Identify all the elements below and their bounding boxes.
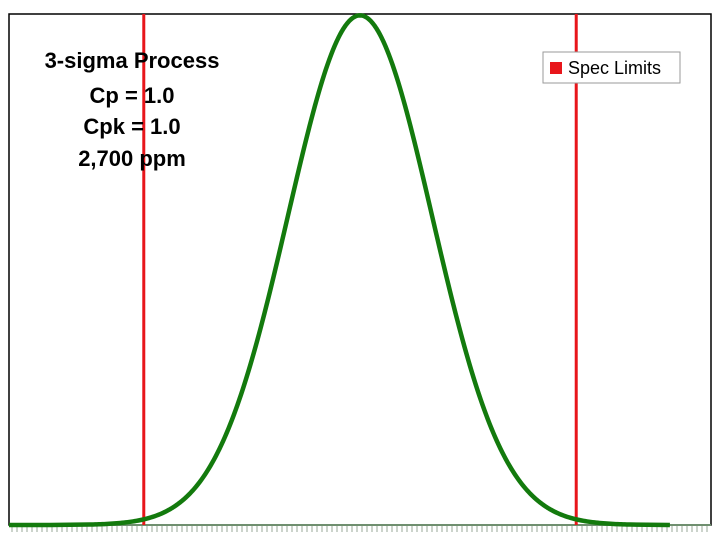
annotation-cp: Cp = 1.0	[90, 83, 175, 108]
annotation-ppm: 2,700 ppm	[78, 146, 186, 171]
annotation-block: 3-sigma Process Cp = 1.0 Cpk = 1.0 2,700…	[45, 48, 220, 171]
legend-label: Spec Limits	[568, 58, 661, 78]
annotation-cpk: Cpk = 1.0	[83, 114, 180, 139]
legend-swatch	[550, 62, 562, 74]
annotation-process: 3-sigma Process	[45, 48, 220, 73]
x-axis-ticks	[11, 525, 708, 532]
legend-box	[542, 51, 681, 84]
plot-frame	[8, 13, 712, 526]
distribution-curve	[9, 13, 670, 528]
legend: Spec Limits	[542, 51, 681, 84]
spec-limit-lines	[142, 14, 578, 525]
